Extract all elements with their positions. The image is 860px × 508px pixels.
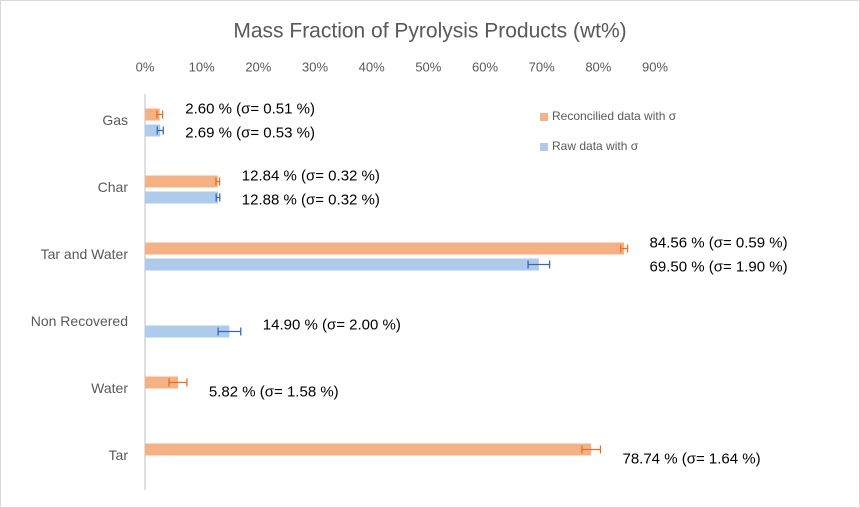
y-tick-label: Char [98, 179, 129, 195]
y-tick-label: Water [91, 380, 128, 396]
value-label: 69.50 % (σ= 1.90 %) [650, 258, 788, 275]
bar [145, 175, 218, 188]
bar [145, 376, 178, 389]
error-bar [527, 260, 551, 269]
error-bar [156, 126, 164, 135]
error-bar [168, 378, 188, 387]
chart-title: Mass Fraction of Pyrolysis Products (wt%… [233, 20, 626, 43]
value-label: 2.69 % (σ= 0.53 %) [185, 124, 315, 141]
y-tick-label: Gas [102, 112, 128, 128]
legend-swatch [540, 143, 548, 151]
x-tick-label: 60% [472, 59, 498, 74]
value-label: 12.88 % (σ= 0.32 %) [242, 191, 380, 208]
value-label: 2.60 % (σ= 0.51 %) [185, 100, 315, 117]
error-bar [620, 244, 629, 253]
legend-label: Raw data with σ [552, 139, 639, 153]
x-tick-label: 0% [136, 59, 155, 74]
legend-label: Reconcilied data with σ [552, 109, 677, 123]
error-bar [581, 445, 602, 454]
bar [145, 124, 161, 137]
y-tick-label: Tar and Water [41, 246, 129, 262]
x-tick-label: 80% [585, 59, 611, 74]
error-bar [215, 193, 221, 202]
y-tick-label: Non Recovered [31, 313, 128, 329]
error-bar [215, 177, 221, 186]
y-tick-label: Tar [109, 447, 129, 463]
value-label: 78.74 % (σ= 1.64 %) [622, 450, 760, 467]
x-tick-label: 10% [189, 59, 215, 74]
bar [145, 325, 230, 338]
x-tick-label: 40% [359, 59, 385, 74]
x-tick-label: 50% [415, 59, 441, 74]
x-tick-label: 30% [302, 59, 328, 74]
x-tick-label: 90% [642, 59, 668, 74]
bar [145, 191, 218, 204]
value-label: 12.84 % (σ= 0.32 %) [242, 167, 380, 184]
bar [145, 242, 625, 255]
x-tick-label: 20% [245, 59, 271, 74]
error-bar [217, 327, 242, 336]
value-label: 84.56 % (σ= 0.59 %) [650, 234, 788, 251]
value-label: 14.90 % (σ= 2.00 %) [263, 316, 401, 333]
bar [145, 443, 592, 456]
legend-swatch [540, 113, 548, 121]
bar [145, 108, 160, 121]
error-bar [156, 110, 164, 119]
value-label: 5.82 % (σ= 1.58 %) [209, 383, 339, 400]
bar [145, 258, 539, 271]
x-tick-label: 70% [529, 59, 555, 74]
